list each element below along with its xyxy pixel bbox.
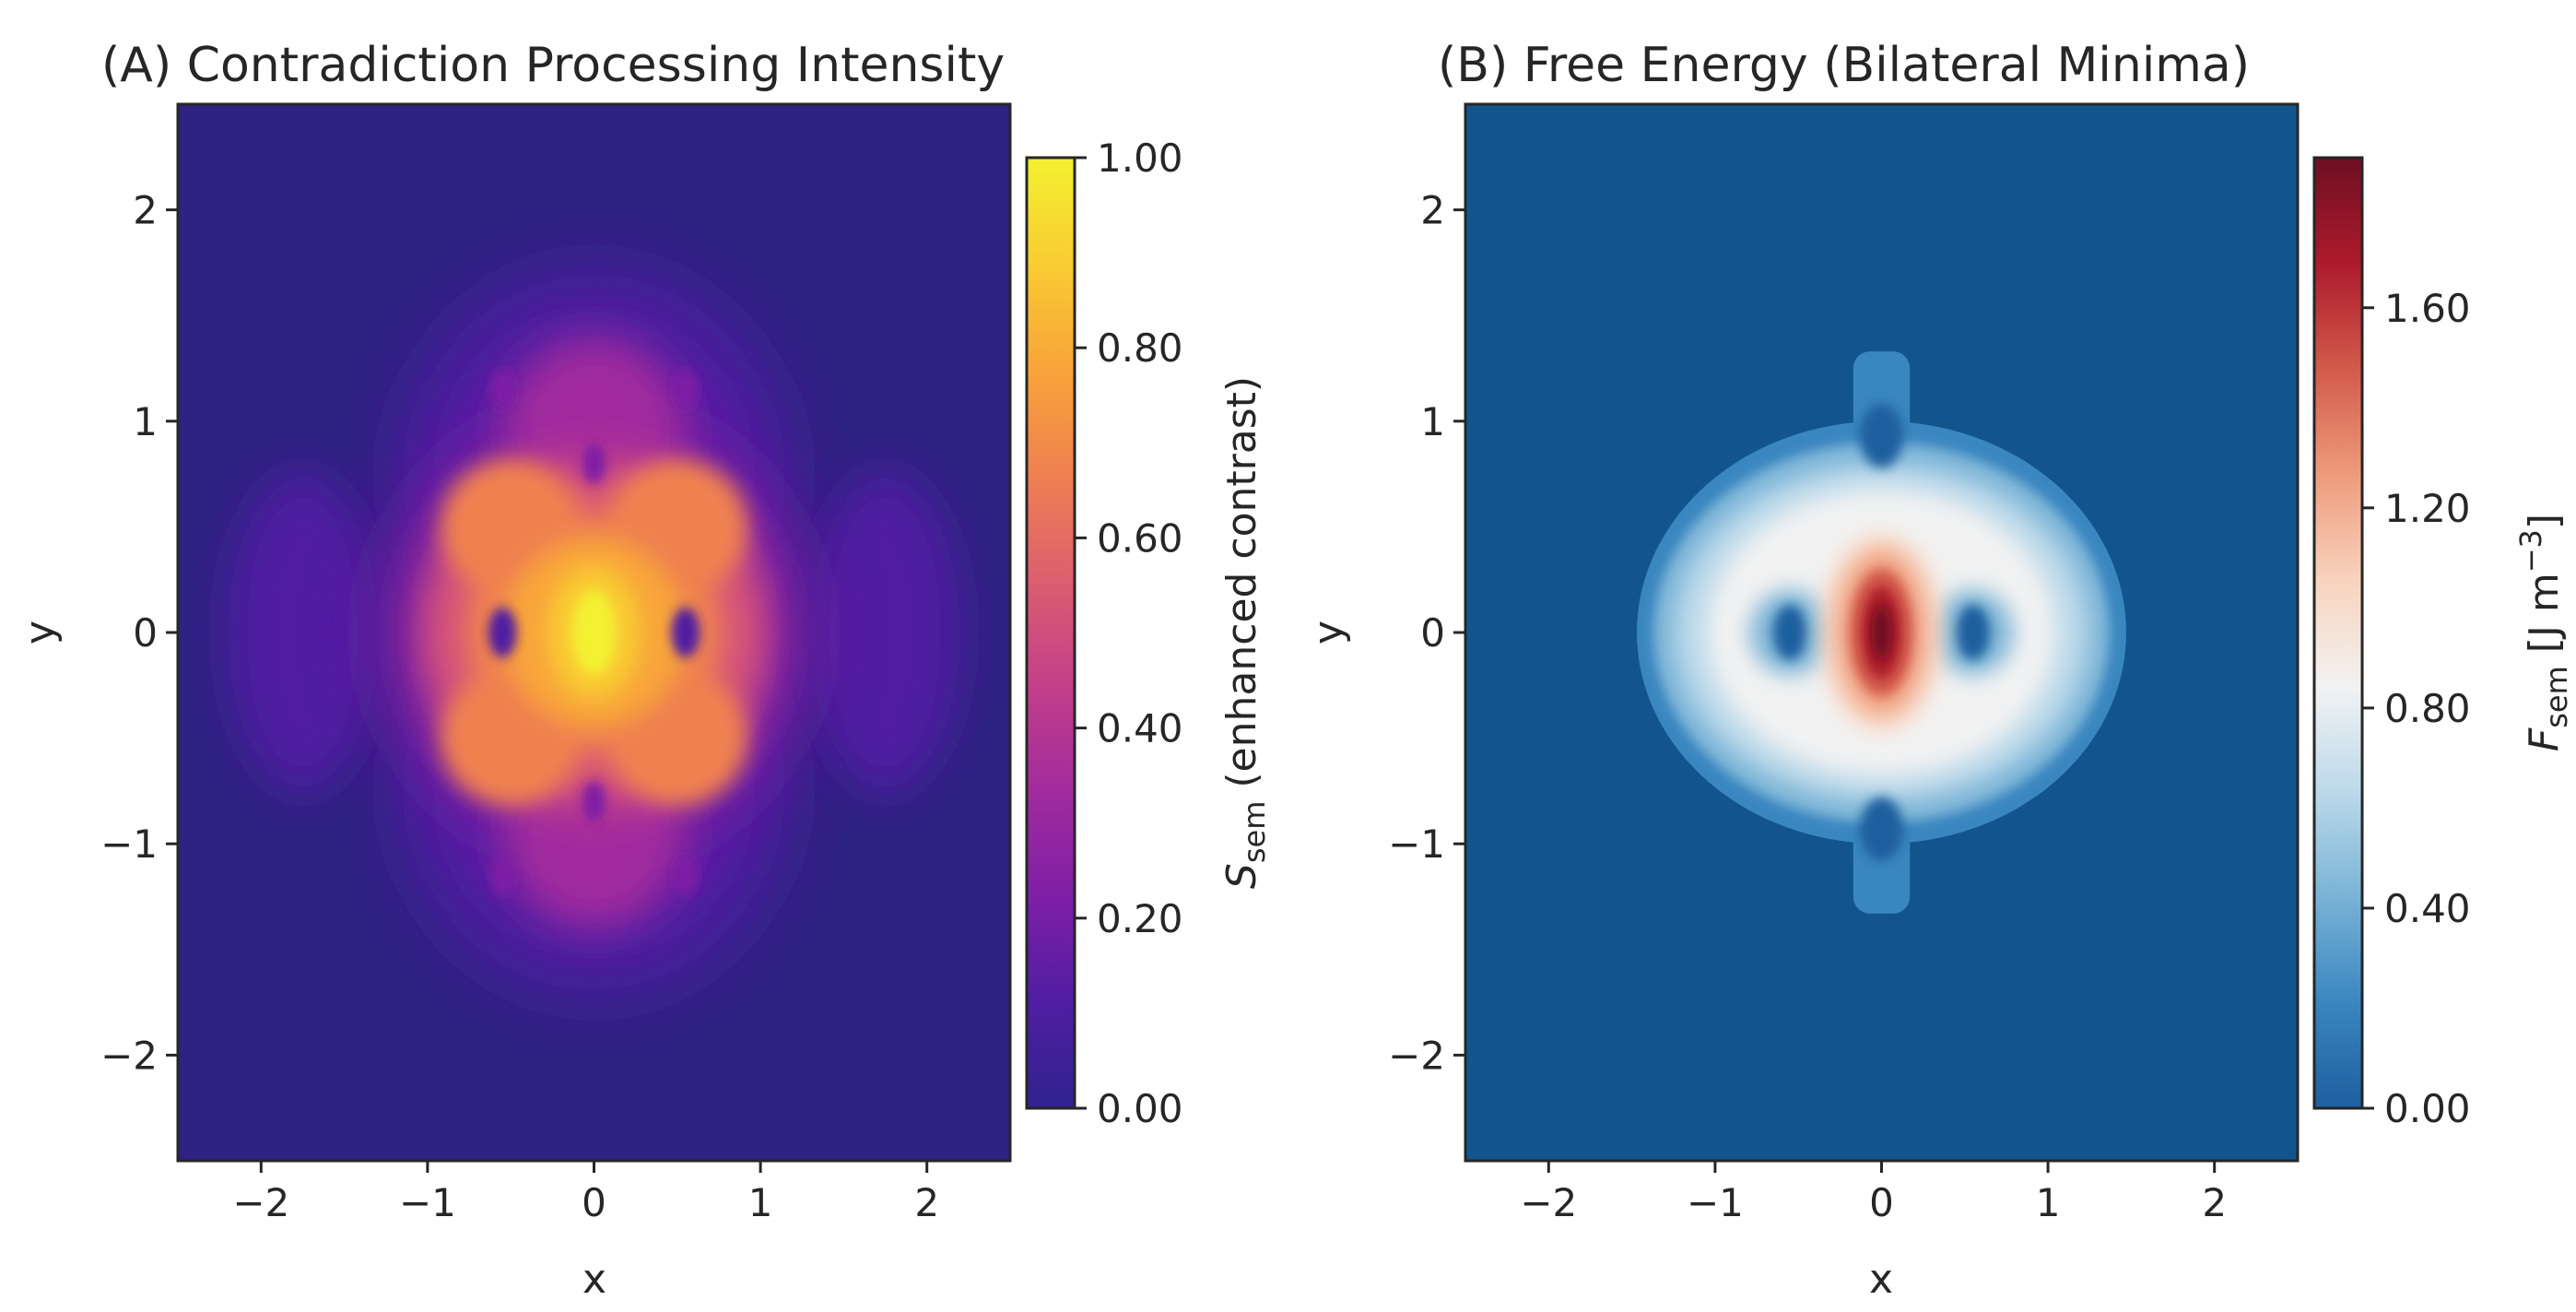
panel-b-cb-label-sup: −3 (2513, 529, 2548, 573)
y-tick-label: 2 (133, 188, 158, 233)
y-tick-label: 1 (1420, 399, 1445, 444)
x-tick-label: −2 (1520, 1180, 1577, 1225)
panel-b-colorbar (2314, 158, 2362, 1108)
x-tick-label: 0 (582, 1180, 606, 1225)
colorbar-tick-label: 1.00 (1097, 136, 1183, 181)
dark-spot (490, 368, 514, 410)
panel-b-heatmap (1465, 104, 2298, 1161)
minimum-core (1773, 605, 1807, 660)
dark-spot (671, 607, 700, 658)
x-tick-label: 1 (2036, 1180, 2061, 1225)
panel-b-energy-field (1637, 351, 2126, 914)
panel-b-cb-label-rest: [J m (2521, 573, 2568, 666)
notch-bottom (1860, 797, 1903, 861)
panel-a-colorbar-label: Ssem (enhanced contrast) (1218, 376, 1272, 889)
dark-spot (582, 443, 606, 485)
colorbar-tick-label: 0.00 (1097, 1086, 1183, 1131)
dark-spot (490, 855, 514, 897)
panel-b-colorbar-label: Fsem [J m−3] (2513, 514, 2574, 751)
y-tick-label: 1 (133, 399, 158, 444)
x-tick-label: 2 (2202, 1180, 2227, 1225)
panel-a-cb-label-sub: sem (1237, 801, 1272, 864)
panel-b-title: (B) Free Energy (Bilateral Minima) (1438, 38, 2250, 93)
colorbar-tick-label: 1.20 (2384, 486, 2471, 531)
core-peak (572, 590, 616, 675)
colorbar-tick-label: 0.00 (2384, 1086, 2471, 1131)
y-tick-label: 0 (133, 610, 158, 656)
dark-spot (582, 780, 606, 822)
panel-a-title: (A) Contradiction Processing Intensity (101, 38, 1005, 93)
panel-a-xlabel: x (582, 1256, 606, 1303)
x-tick-label: 0 (1869, 1180, 1894, 1225)
colorbar-tick-label: 0.40 (1097, 706, 1183, 751)
x-tick-label: 2 (914, 1180, 939, 1225)
colorbar-tick-label: 1.60 (2384, 286, 2471, 331)
notch-top (1860, 404, 1903, 468)
colorbar-tick-label: 0.60 (1097, 515, 1183, 561)
y-tick-label: −2 (100, 1033, 158, 1078)
glow-side-left (228, 474, 378, 791)
y-tick-label: 2 (1420, 188, 1445, 233)
panel-a: (A) Contradiction Processing Intensity −… (17, 38, 1272, 1303)
panel-a-x-axis: −2 −1 0 1 2 (232, 1161, 939, 1225)
panel-b-x-axis: −2 −1 0 1 2 (1520, 1161, 2227, 1225)
colorbar-tick-label: 0.80 (1097, 325, 1183, 371)
panel-a-y-axis: 2 1 0 −1 −2 (100, 188, 178, 1078)
x-tick-label: 1 (748, 1180, 773, 1225)
panel-b-cb-label-end: ] (2521, 514, 2568, 529)
glow-side-right (810, 474, 960, 791)
panel-b: (B) Free Energy (Bilateral Minima) −2 −1 0… (1305, 38, 2574, 1303)
panel-a-colorbar-frame (1025, 156, 1076, 1110)
colorbar-tick-label: 0.40 (2384, 886, 2471, 931)
y-tick-label: −2 (1388, 1033, 1445, 1078)
panel-b-ylabel: y (1305, 621, 1352, 644)
dark-spot (488, 607, 517, 658)
y-tick-label: −1 (1388, 821, 1445, 867)
minimum-core (1956, 605, 1990, 660)
panel-a-ylabel: y (17, 621, 64, 644)
panel-b-cb-label-sub: sem (2539, 666, 2574, 728)
panel-a-colorbar (1027, 158, 1075, 1108)
panel-a-cb-label-main: S (1218, 863, 1265, 889)
colorbar-tick-label: 0.20 (1097, 896, 1183, 941)
panel-b-cb-label-main: F (2521, 727, 2568, 751)
dark-spot (674, 368, 698, 410)
panel-b-colorbar-ticks: 0.00 0.40 0.80 1.20 1.60 (2362, 286, 2471, 1131)
dark-spot (674, 855, 698, 897)
x-tick-label: −1 (1687, 1180, 1744, 1225)
panel-a-intensity-field (228, 273, 960, 992)
panel-b-y-axis: 2 1 0 −1 −2 (1388, 188, 1465, 1078)
panel-b-xlabel: x (1869, 1256, 1893, 1303)
y-tick-label: −1 (100, 821, 158, 867)
panel-a-cb-label-rest: (enhanced contrast) (1218, 376, 1265, 801)
x-tick-label: −2 (232, 1180, 289, 1225)
y-tick-label: 0 (1420, 610, 1445, 656)
colorbar-tick-label: 0.80 (2384, 686, 2471, 731)
peak-max (1871, 605, 1892, 660)
panel-a-heatmap (178, 104, 1010, 1161)
panel-b-colorbar-frame (2312, 156, 2364, 1110)
x-tick-label: −1 (399, 1180, 456, 1225)
panel-a-colorbar-ticks: 0.00 0.20 0.40 0.60 0.80 1.00 (1075, 136, 1183, 1131)
